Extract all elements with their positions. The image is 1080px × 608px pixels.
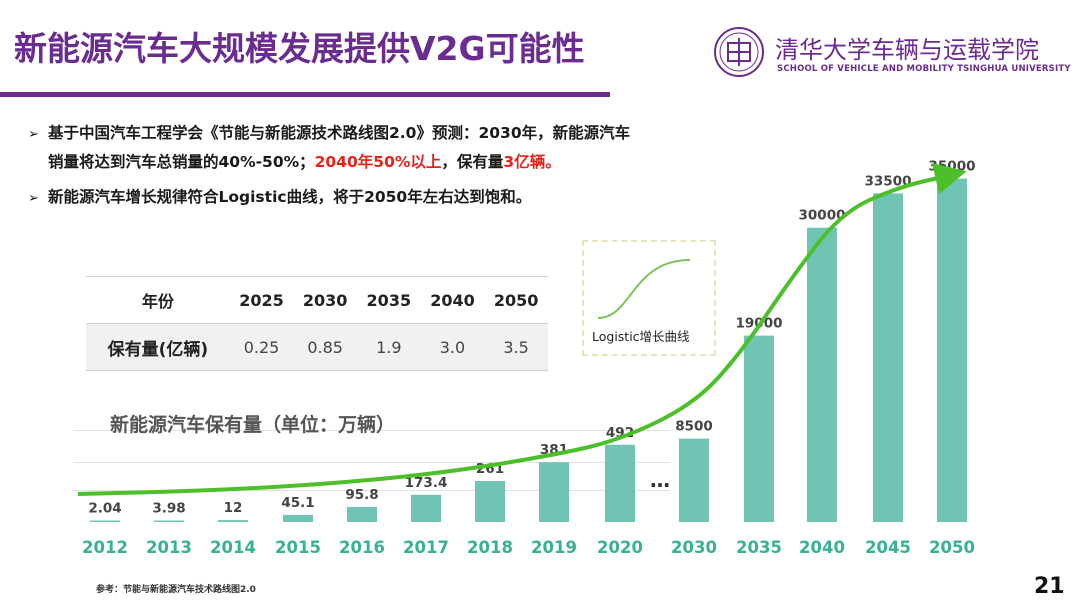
bar-2035 — [744, 335, 774, 522]
table-year: 2040 — [420, 276, 485, 324]
logistic-trend-line — [77, 162, 967, 496]
x-tick-2035: 2035 — [736, 538, 782, 557]
value-label-2016: 95.8 — [345, 487, 378, 503]
logistic-inset — [582, 240, 716, 356]
bar-2016 — [347, 506, 377, 522]
value-label-2050: 35000 — [929, 159, 976, 175]
bar-2014 — [218, 520, 248, 522]
bar-2045 — [873, 193, 903, 523]
bullet-1-line-2: 销量将达到汽车总销量的40%-50%；2040年50%以上，保有量3亿辆。 — [48, 147, 561, 177]
value-label-2030: 8500 — [675, 419, 713, 435]
x-tick-2013: 2013 — [146, 538, 192, 557]
highlight-300m: 3亿辆。 — [503, 153, 561, 171]
x-tick-2017: 2017 — [403, 538, 449, 557]
table-year: 2025 — [229, 276, 294, 324]
table-value: 0.85 — [293, 323, 357, 371]
title-underline — [0, 92, 610, 97]
bar-2040 — [807, 227, 837, 522]
bullet-1-text: 基于中国汽车工程学会《节能与新能源技术路线图2.0》预测：2030年，新能源汽车 — [48, 124, 631, 142]
bar-2030 — [679, 438, 709, 522]
page-title: 新能源汽车大规模发展提供V2G可能性 — [14, 29, 585, 68]
x-tick-2014: 2014 — [210, 538, 256, 557]
value-label-2017: 173.4 — [405, 475, 448, 491]
value-label-2040: 30000 — [799, 208, 846, 224]
gridline — [74, 462, 670, 463]
x-tick-2012: 2012 — [82, 538, 128, 557]
chart-title: 新能源汽车保有量（单位：万辆） — [110, 414, 396, 436]
bullet-2: ➢ 新能源汽车增长规律符合Logistic曲线，将于2050年左右达到饱和。 — [28, 182, 531, 214]
table-value: 3.0 — [420, 323, 485, 371]
table-year: 2035 — [357, 276, 421, 324]
value-label-2014: 12 — [224, 500, 243, 516]
table-value: 3.5 — [484, 323, 548, 371]
x-tick-2040: 2040 — [799, 538, 845, 557]
x-tick-2019: 2019 — [531, 538, 577, 557]
value-label-2012: 2.04 — [88, 501, 121, 517]
table-value: 0.25 — [229, 323, 294, 371]
table-row: 年份 2025 2030 2035 2040 2050 — [86, 276, 548, 324]
x-tick-2015: 2015 — [275, 538, 321, 557]
bullet-1-text-b: ，保有量 — [441, 153, 504, 171]
bar-2017 — [411, 494, 441, 522]
page-number: 21 — [1034, 574, 1065, 599]
gridline — [74, 430, 670, 431]
table-year: 2050 — [484, 276, 548, 324]
bar-2020 — [605, 444, 635, 522]
bullet-1-line-1: ➢ 基于中国汽车工程学会《节能与新能源技术路线图2.0》预测：2030年，新能源汽… — [28, 118, 630, 150]
school-name-cn: 清华大学车辆与运载学院 — [775, 36, 1039, 64]
value-label-2015: 45.1 — [281, 495, 314, 511]
tsinghua-seal-icon — [714, 27, 764, 77]
table-value: 1.9 — [357, 323, 421, 371]
table-row: 保有量(亿辆) 0.25 0.85 1.9 3.0 3.5 — [86, 323, 548, 371]
bar-2013 — [154, 520, 184, 522]
x-tick-2050: 2050 — [929, 538, 975, 557]
bullet-2-text: 新能源汽车增长规律符合Logistic曲线，将于2050年左右达到饱和。 — [48, 188, 532, 206]
table-year: 2030 — [293, 276, 357, 324]
x-tick-2018: 2018 — [467, 538, 513, 557]
bullet-1-text-a: 销量将达到汽车总销量的40%-50%； — [48, 153, 315, 171]
bar-2012 — [90, 520, 120, 522]
bullet-arrow-icon: ➢ — [28, 127, 39, 142]
logistic-curve-icon — [597, 259, 691, 319]
x-tick-2045: 2045 — [865, 538, 911, 557]
bar-2050 — [937, 178, 967, 522]
forecast-table: 年份 2025 2030 2035 2040 2050 保有量(亿辆) 0.25… — [86, 276, 548, 371]
bar-2018 — [475, 481, 505, 522]
bar-2015 — [283, 514, 313, 522]
x-tick-2030: 2030 — [671, 538, 717, 557]
x-tick-2016: 2016 — [339, 538, 385, 557]
value-label-2045: 33500 — [865, 173, 912, 189]
logistic-inset-label: Logistic增长曲线 — [592, 329, 690, 344]
x-tick-2020: 2020 — [597, 538, 643, 557]
table-header-label: 年份 — [86, 276, 230, 324]
school-name-en: SCHOOL OF VEHICLE AND MOBILITY TSINGHUA … — [777, 64, 1071, 74]
gridline — [74, 490, 670, 491]
reference-note: 参考：节能与新能源汽车技术路线图2.0 — [96, 585, 256, 595]
bar-2019 — [539, 462, 569, 522]
highlight-2040: 2040年50%以上 — [314, 153, 442, 171]
axis-break-marker: … — [650, 468, 670, 492]
table-row-label: 保有量(亿辆) — [86, 323, 230, 371]
value-label-2013: 3.98 — [152, 501, 185, 517]
bullet-arrow-icon: ➢ — [28, 191, 39, 206]
